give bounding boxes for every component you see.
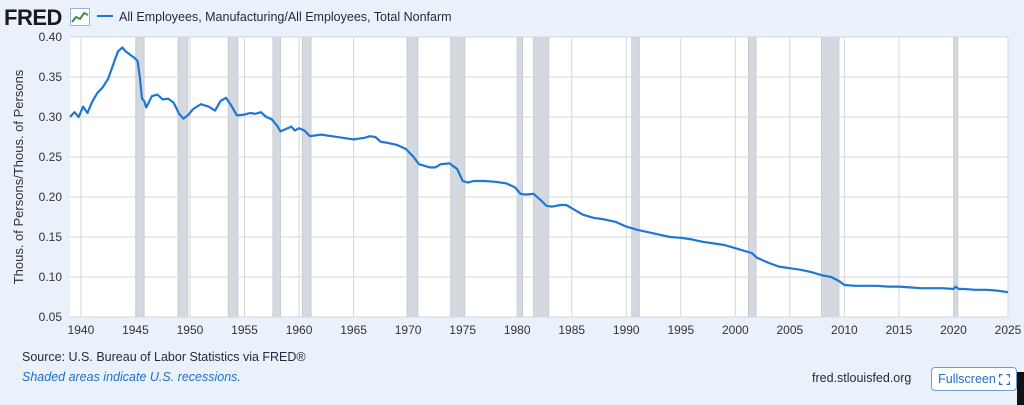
x-tick-label: 2020 [940, 323, 967, 337]
x-tick-label: 1970 [395, 323, 422, 337]
y-tick-label: 0.15 [39, 230, 63, 244]
y-tick-label: 0.35 [39, 70, 63, 84]
recession-band [954, 36, 959, 318]
recession-band [533, 36, 550, 318]
x-tick-label: 2010 [831, 323, 858, 337]
recession-band [748, 36, 757, 318]
recession-note: Shaded areas indicate U.S. recessions. [22, 370, 241, 384]
y-tick-label: 0.30 [39, 110, 63, 124]
series-layer [69, 46, 1009, 294]
y-tick-label: 0.10 [39, 270, 63, 284]
x-tick-label: 1960 [286, 323, 313, 337]
x-tick-label: 2015 [886, 323, 913, 337]
recession-band [631, 36, 640, 318]
legend-label: All Employees, Manufacturing/All Employe… [119, 10, 452, 24]
y-axis-ticks: 0.05 0.10 0.15 0.20 0.25 0.30 0.35 0.40 [39, 30, 63, 324]
site-link[interactable]: fred.stlouisfed.org [812, 371, 912, 385]
fullscreen-button[interactable]: Fullscreen [931, 367, 1017, 391]
legend-swatch [97, 14, 113, 17]
x-tick-label: 1945 [122, 323, 149, 337]
recession-band [272, 36, 281, 318]
x-tick-label: 1965 [340, 323, 367, 337]
y-tick-label: 0.25 [39, 150, 63, 164]
fred-logo[interactable]: FRED [4, 5, 62, 30]
fullscreen-icon [998, 373, 1010, 385]
recession-band [227, 36, 239, 318]
recession-band [516, 36, 524, 318]
x-tick-label: 1985 [558, 323, 585, 337]
x-tick-label: 2005 [777, 323, 804, 337]
x-tick-label: 1995 [667, 323, 694, 337]
x-tick-label: 1975 [449, 323, 476, 337]
x-tick-label: 2025 [995, 323, 1022, 337]
x-tick-label: 1990 [613, 323, 640, 337]
x-axis-ticks: 1940 1945 1950 1955 1960 1965 1970 1975 1980 1985… [68, 323, 1022, 337]
grid-lines [70, 36, 1009, 318]
x-tick-label: 1950 [177, 323, 204, 337]
series-line [69, 46, 1009, 294]
recession-bands [136, 36, 959, 318]
y-axis-label: Thous. of Persons/Thous. of Persons [11, 69, 26, 284]
line-chart[interactable]: 1940 1945 1950 1955 1960 1965 1970 1975 1980 1985… [0, 28, 1024, 340]
x-tick-label: 1980 [504, 323, 531, 337]
recession-band [406, 36, 419, 318]
source-text: Source: U.S. Bureau of Labor Statistics … [22, 350, 306, 364]
x-tick-label: 1940 [68, 323, 95, 337]
y-tick-label: 0.20 [39, 190, 63, 204]
x-tick-label: 2000 [722, 323, 749, 337]
y-tick-label: 0.40 [39, 30, 63, 44]
recession-band [177, 36, 189, 318]
window-edge [1017, 372, 1024, 405]
recession-band [301, 36, 312, 318]
y-tick-label: 0.05 [39, 310, 63, 324]
chart-area[interactable]: 1940 1945 1950 1955 1960 1965 1970 1975 1980 1985… [0, 28, 1024, 340]
fred-graph-icon [70, 8, 90, 26]
chart-header: FRED All Employees, Manufacturing/All Em… [0, 0, 1024, 34]
x-tick-label: 1955 [231, 323, 258, 337]
chart-legend: All Employees, Manufacturing/All Employe… [97, 10, 452, 26]
fullscreen-label: Fullscreen [938, 372, 996, 386]
